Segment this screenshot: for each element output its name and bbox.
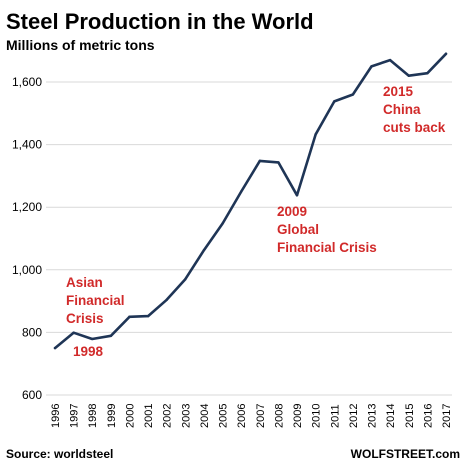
x-tick-label: 2011 (329, 404, 341, 428)
annotations: Asian Financial Crisis 1998 2009 Global … (66, 84, 446, 359)
chart-title: Steel Production in the World (6, 9, 314, 34)
data-point (128, 315, 131, 318)
y-axis-ticks: 600 800 1,000 1,200 1,400 1,600 (12, 75, 42, 402)
annotation-china-line-1: 2015 (383, 84, 414, 99)
x-tick-label: 2007 (255, 404, 267, 428)
x-tick-label: 2014 (385, 404, 397, 428)
source-note: Source: worldsteel (6, 447, 113, 461)
x-tick-label: 2001 (143, 404, 155, 428)
x-tick-label: 2000 (124, 404, 136, 428)
data-point (91, 337, 94, 341)
data-point (388, 58, 392, 62)
x-tick-label: 2009 (292, 404, 304, 428)
data-point (221, 222, 224, 225)
x-tick-label: 1996 (50, 404, 62, 428)
data-point (146, 314, 150, 318)
y-tick-label: 600 (22, 388, 42, 402)
annotation-asian-crisis: Asian Financial Crisis (66, 275, 128, 326)
annotation-asian-line-1: Asian (66, 275, 103, 290)
y-tick-label: 800 (22, 325, 42, 339)
x-tick-label: 2016 (422, 404, 434, 428)
x-tick-label: 2012 (348, 404, 360, 428)
data-point (258, 159, 262, 163)
x-axis-ticks: 1996 1997 1998 1999 2000 2001 2002 2003 2004 2005… (50, 404, 453, 428)
y-tick-label: 1,000 (12, 263, 42, 277)
data-point (53, 346, 57, 350)
annotation-global-line-2: Global (277, 222, 319, 237)
x-tick-label: 2003 (180, 404, 192, 428)
series-line-steel-production (53, 52, 448, 350)
annotation-global-line-1: 2009 (277, 204, 307, 219)
y-tick-label: 1,600 (12, 75, 42, 89)
data-point (333, 100, 336, 103)
x-tick-label: 1998 (87, 404, 99, 428)
data-point (444, 52, 448, 56)
data-point (407, 74, 410, 77)
y-tick-label: 1,400 (12, 138, 42, 152)
annotation-global-crisis: 2009 Global Financial Crisis (277, 204, 377, 255)
data-point (370, 65, 373, 68)
x-tick-label: 1997 (69, 404, 81, 428)
annotation-global-line-3: Financial Crisis (277, 240, 377, 255)
x-tick-label: 1999 (106, 404, 118, 428)
x-tick-label: 2005 (218, 404, 230, 428)
data-point (109, 334, 113, 338)
x-tick-label: 2017 (441, 404, 453, 428)
data-point (239, 190, 243, 193)
data-point (314, 133, 317, 136)
data-point (277, 161, 280, 164)
x-tick-label: 2006 (236, 404, 248, 428)
data-point (165, 298, 168, 302)
x-tick-label: 2004 (199, 404, 211, 428)
annotation-china-line-2: China (383, 102, 421, 117)
annotation-asian-line-2: Financial (66, 293, 125, 308)
annotation-china: 2015 China cuts back (383, 84, 446, 135)
x-tick-label: 2008 (273, 404, 285, 428)
data-point (351, 93, 355, 96)
chart-subtitle: Millions of metric tons (6, 37, 155, 53)
data-point (72, 331, 75, 334)
x-tick-label: 2013 (367, 404, 379, 428)
data-point (295, 194, 299, 197)
data-point (202, 248, 206, 252)
x-tick-label: 2010 (311, 404, 323, 428)
series-layer (53, 52, 448, 350)
annotation-china-line-3: cuts back (383, 120, 446, 135)
annotation-1998: 1998 (73, 344, 104, 359)
annotation-asian-line-3: Crisis (66, 311, 104, 326)
y-tick-label: 1,200 (12, 200, 42, 214)
x-tick-label: 2002 (162, 404, 174, 428)
brand-label: WOLFSTREET.com (351, 447, 460, 461)
data-point (426, 72, 429, 75)
x-tick-label: 2015 (404, 404, 416, 428)
data-point (184, 277, 187, 281)
